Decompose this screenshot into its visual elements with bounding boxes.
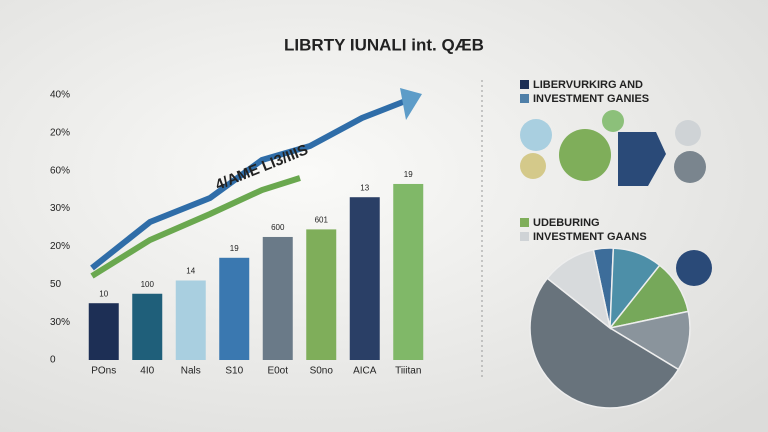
bar xyxy=(88,303,119,360)
bar xyxy=(219,257,250,360)
value-label: 100 xyxy=(141,280,155,289)
chart-title: LIBRTY IUNALI int. QÆB xyxy=(284,35,484,54)
legend-swatch xyxy=(520,232,529,241)
trend-line xyxy=(90,175,301,279)
x-tick-label: AICA xyxy=(353,366,377,377)
x-tick-label: Nals xyxy=(181,366,201,377)
bar xyxy=(393,183,424,360)
value-label: 10 xyxy=(99,289,108,298)
bar xyxy=(306,229,337,360)
icons xyxy=(520,110,712,286)
value-label: 13 xyxy=(360,183,369,192)
x-tick-label: Tiiitan xyxy=(395,366,421,377)
value-label: 14 xyxy=(186,267,195,276)
legend-swatch xyxy=(520,218,529,227)
legend-swatch xyxy=(520,80,529,89)
bar xyxy=(349,197,380,360)
y-tick-label: 20% xyxy=(50,127,70,138)
arrow-head xyxy=(400,88,422,120)
y-tick-label: 0 xyxy=(50,355,56,366)
legend-label: UDEBURING xyxy=(533,217,600,229)
y-tick-label: 20% xyxy=(50,241,70,252)
y-tick-label: 50 xyxy=(50,279,62,290)
x-tick-label: POns xyxy=(91,366,116,377)
y-tick-label: 30% xyxy=(50,203,70,214)
value-label: 19 xyxy=(404,170,413,179)
pie-slice xyxy=(607,310,691,371)
y-tick-label: 30% xyxy=(50,317,70,328)
legend-label: INVESTMENT GAANS xyxy=(533,231,647,243)
x-tick-label: S0no xyxy=(310,366,334,377)
x-tick-label: S10 xyxy=(225,366,243,377)
pie-slice xyxy=(546,248,612,330)
value-label: 601 xyxy=(315,216,329,225)
value-label: 600 xyxy=(271,223,285,232)
legend-swatch xyxy=(520,94,529,103)
bar xyxy=(175,280,206,360)
x-tick-label: E0ot xyxy=(267,366,288,377)
y-tick-label: 60% xyxy=(50,165,70,176)
y-tick-label: 40% xyxy=(50,90,70,101)
legend-label: LIBERVURKIRG AND xyxy=(533,79,643,91)
trend-line xyxy=(90,97,410,271)
bar xyxy=(262,236,293,360)
bar xyxy=(132,293,163,360)
legend-label: INVESTMENT GANIES xyxy=(533,93,649,105)
pie-slice xyxy=(529,277,680,409)
x-tick-label: 4I0 xyxy=(140,366,154,377)
value-label: 19 xyxy=(230,244,239,253)
